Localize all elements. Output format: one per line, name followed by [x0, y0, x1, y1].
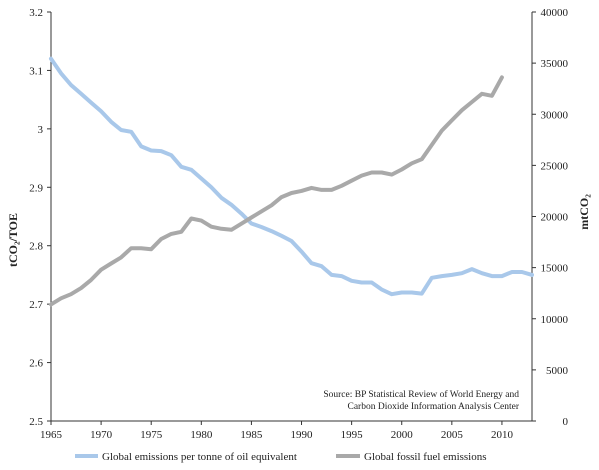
y-left-tick-label: 2.7 — [29, 299, 43, 311]
y-right-tick-label: 20000 — [541, 212, 569, 224]
x-tick-label: 1990 — [291, 429, 314, 441]
x-tick-label: 2000 — [391, 429, 414, 441]
y-left-tick-label: 3.1 — [29, 65, 43, 77]
x-tick-labels: 1965 1970 1975 1980 1985 1990 1995 2000 2005 2010 — [40, 429, 513, 441]
legend: Global emissions per tonne of oil equiva… — [75, 451, 487, 463]
y-left-tick-labels: 2.5 2.6 2.7 2.8 2.9 3 3.1 3.2 — [29, 7, 43, 428]
y-right-axis-title: mtCO₂ — [577, 194, 591, 230]
y-right-tick-label: 0 — [563, 416, 569, 428]
y-left-tick-label: 2.9 — [29, 182, 43, 194]
series-lines — [49, 56, 534, 307]
y-left-tick-label: 2.6 — [29, 358, 43, 370]
y-left-tick-label: 2.8 — [29, 241, 43, 253]
x-tick-label: 1980 — [190, 429, 213, 441]
y-right-tick-label: 40000 — [541, 7, 569, 19]
x-tick-label: 2010 — [491, 429, 514, 441]
series-line-2 — [49, 75, 504, 307]
y-left-tick-label: 2.5 — [29, 416, 43, 428]
y-right-tick-label: 10000 — [541, 314, 569, 326]
y-left-tick-label: 3.2 — [29, 7, 43, 19]
axes — [47, 11, 536, 425]
x-tick-label: 2005 — [441, 429, 464, 441]
x-tick-label: 1985 — [240, 429, 263, 441]
y-right-tick-label: 5000 — [546, 365, 569, 377]
source-annotation-line-2: Carbon Dioxide Information Analysis Cent… — [348, 401, 520, 412]
legend-label-series-1: Global emissions per tonne of oil equiva… — [102, 451, 297, 463]
x-tick-label: 1970 — [90, 429, 113, 441]
x-tick-label: 1995 — [341, 429, 364, 441]
x-tick-label: 1965 — [40, 429, 63, 441]
y-right-tick-labels: 0 5000 10000 15000 20000 25000 30000 35000 40000 — [541, 7, 569, 428]
source-annotation-line-1: Source: BP Statistical Review of World E… — [323, 389, 519, 400]
x-tick-label: 1975 — [140, 429, 163, 441]
series-line-1 — [49, 56, 534, 297]
y-right-tick-label: 30000 — [541, 109, 569, 121]
y-right-tick-label: 15000 — [541, 263, 569, 275]
y-left-tick-label: 3 — [38, 124, 44, 136]
legend-label-series-2: Global fossil fuel emissions — [364, 451, 487, 463]
y-left-axis-title: tCO₂/TOE — [6, 213, 20, 267]
y-right-tick-label: 35000 — [541, 58, 569, 70]
y-right-tick-label: 25000 — [541, 160, 569, 172]
